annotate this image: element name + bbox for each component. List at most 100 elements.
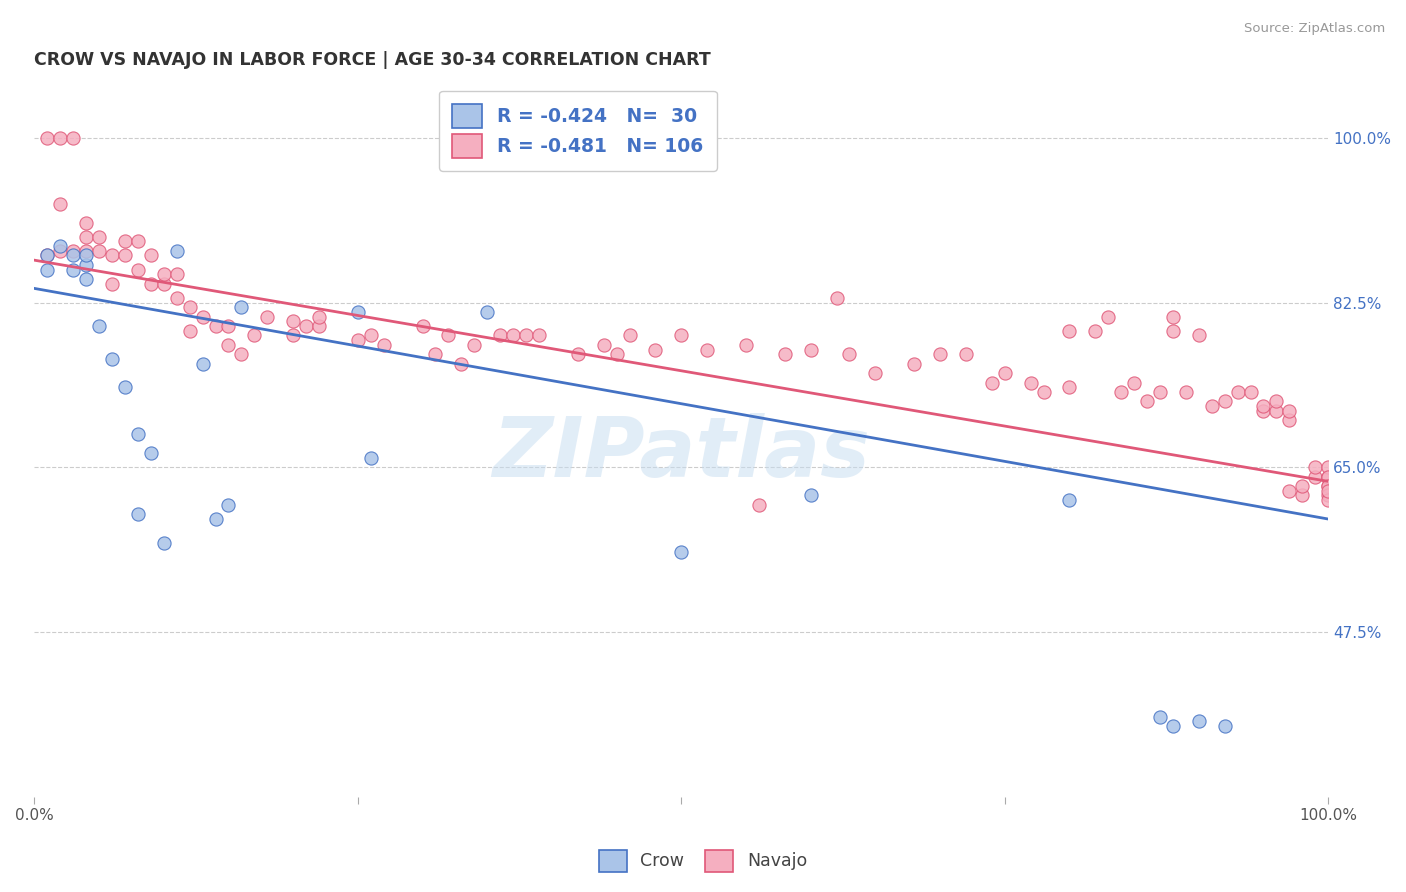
Point	[49, 196, 72, 211]
Point	[308, 319, 330, 334]
Point	[101, 351, 124, 366]
Point	[152, 277, 174, 291]
Point	[152, 268, 174, 282]
Point	[644, 343, 666, 357]
Point	[1317, 469, 1340, 483]
Point	[1019, 376, 1042, 390]
Point	[773, 347, 796, 361]
Point	[373, 338, 395, 352]
Point	[346, 333, 368, 347]
Point	[75, 272, 97, 286]
Point	[1201, 399, 1223, 413]
Point	[62, 248, 84, 262]
Point	[994, 366, 1017, 380]
Point	[127, 427, 149, 442]
Point	[139, 277, 162, 291]
Point	[1188, 714, 1211, 729]
Point	[49, 239, 72, 253]
Point	[1097, 310, 1119, 324]
Point	[231, 300, 253, 314]
Text: ZIPatlas: ZIPatlas	[492, 413, 870, 494]
Point	[1226, 384, 1249, 399]
Point	[489, 328, 512, 343]
Point	[1213, 719, 1236, 733]
Point	[955, 347, 977, 361]
Point	[1161, 324, 1184, 338]
Point	[800, 343, 823, 357]
Point	[37, 131, 59, 145]
Point	[929, 347, 952, 361]
Point	[502, 328, 524, 343]
Point	[592, 338, 614, 352]
Point	[87, 229, 110, 244]
Point	[346, 305, 368, 319]
Point	[101, 248, 124, 262]
Point	[75, 244, 97, 258]
Point	[87, 244, 110, 258]
Point	[1239, 384, 1261, 399]
Point	[1123, 376, 1146, 390]
Point	[1303, 460, 1326, 475]
Point	[1303, 469, 1326, 483]
Point	[87, 319, 110, 334]
Point	[152, 535, 174, 549]
Point	[231, 347, 253, 361]
Point	[75, 258, 97, 272]
Point	[1265, 404, 1288, 418]
Point	[281, 328, 304, 343]
Point	[567, 347, 589, 361]
Point	[865, 366, 887, 380]
Legend: Crow, Navajo: Crow, Navajo	[592, 843, 814, 879]
Point	[1317, 493, 1340, 508]
Point	[450, 357, 472, 371]
Point	[179, 300, 201, 314]
Point	[1278, 413, 1301, 427]
Point	[515, 328, 537, 343]
Point	[62, 131, 84, 145]
Point	[619, 328, 641, 343]
Point	[101, 277, 124, 291]
Point	[1291, 488, 1313, 502]
Point	[217, 319, 239, 334]
Point	[139, 248, 162, 262]
Point	[139, 446, 162, 460]
Point	[360, 450, 382, 465]
Point	[606, 347, 628, 361]
Point	[671, 328, 693, 343]
Point	[127, 508, 149, 522]
Point	[1161, 310, 1184, 324]
Point	[204, 319, 226, 334]
Text: CROW VS NAVAJO IN LABOR FORCE | AGE 30-34 CORRELATION CHART: CROW VS NAVAJO IN LABOR FORCE | AGE 30-3…	[34, 51, 711, 69]
Point	[1059, 324, 1081, 338]
Point	[114, 248, 136, 262]
Point	[37, 248, 59, 262]
Point	[1253, 399, 1275, 413]
Point	[1149, 384, 1171, 399]
Point	[204, 512, 226, 526]
Point	[179, 324, 201, 338]
Point	[191, 357, 214, 371]
Point	[903, 357, 925, 371]
Point	[825, 291, 848, 305]
Point	[1265, 394, 1288, 409]
Point	[62, 244, 84, 258]
Point	[295, 319, 318, 334]
Point	[114, 235, 136, 249]
Point	[1317, 460, 1340, 475]
Point	[735, 338, 758, 352]
Point	[217, 498, 239, 512]
Point	[1317, 469, 1340, 483]
Point	[308, 310, 330, 324]
Point	[527, 328, 550, 343]
Point	[127, 262, 149, 277]
Point	[1291, 479, 1313, 493]
Point	[166, 244, 188, 258]
Point	[412, 319, 434, 334]
Point	[1213, 394, 1236, 409]
Point	[671, 545, 693, 559]
Point	[1059, 380, 1081, 394]
Point	[191, 310, 214, 324]
Point	[1253, 404, 1275, 418]
Point	[1188, 328, 1211, 343]
Point	[166, 291, 188, 305]
